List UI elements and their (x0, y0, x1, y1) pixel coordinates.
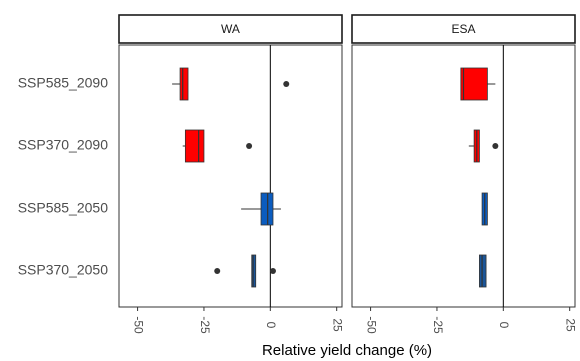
x-tick-label: 0 (497, 322, 511, 329)
outlier-point (492, 143, 499, 149)
box-body (260, 192, 274, 226)
box-ssp585_2090 (172, 67, 290, 101)
box-ssp585_2050 (241, 192, 281, 226)
box-ssp370_2090 (468, 129, 499, 163)
panel-esa: ESA -50 -25 0 25 (351, 14, 578, 334)
facet-strip-wa (118, 14, 343, 44)
box-ssp370_2090 (182, 129, 253, 163)
facet-strip-esa (351, 14, 576, 44)
x-axis-title: Relative yield change (%) (262, 342, 432, 359)
outlier-point (246, 143, 253, 149)
y-axis-labels: SSP585_2090 SSP370_2090 SSP585_2050 SSP3… (18, 75, 109, 278)
box-body (479, 254, 487, 288)
y-label-ssp585-2090: SSP585_2090 (18, 75, 109, 91)
facet-strip-label-esa: ESA (451, 22, 475, 36)
box-ssp585_2050 (481, 192, 488, 226)
box-body (251, 254, 257, 288)
facet-panels: WA -50 -25 0 25 ESA -50 -25 0 25 (118, 14, 578, 334)
y-label-ssp585-2050: SSP585_2050 (18, 200, 109, 216)
outlier-point (269, 268, 276, 274)
box-ssp585_2090 (460, 67, 496, 101)
x-tick-label: 25 (331, 318, 345, 332)
box-body (184, 129, 205, 163)
y-label-ssp370-2090: SSP370_2090 (18, 137, 109, 153)
x-tick-label: -25 (198, 316, 212, 334)
x-tick-label: 25 (564, 318, 578, 332)
box-ssp370_2050 (214, 254, 276, 288)
x-tick-label: 0 (264, 322, 278, 329)
x-tick-label: -50 (131, 316, 145, 334)
x-tick-label: -50 (364, 316, 378, 334)
box-body (179, 67, 189, 101)
x-tick-label: -25 (431, 316, 445, 334)
outlier-point (214, 268, 221, 274)
panel-border (351, 44, 576, 308)
panel-wa: WA -50 -25 0 25 (118, 14, 345, 334)
panel-border (118, 44, 343, 308)
box-body (460, 67, 488, 101)
box-ssp370_2050 (479, 254, 487, 288)
y-label-ssp370-2050: SSP370_2050 (18, 262, 109, 278)
facet-strip-label-wa: WA (221, 22, 240, 36)
outlier-point (283, 81, 290, 87)
